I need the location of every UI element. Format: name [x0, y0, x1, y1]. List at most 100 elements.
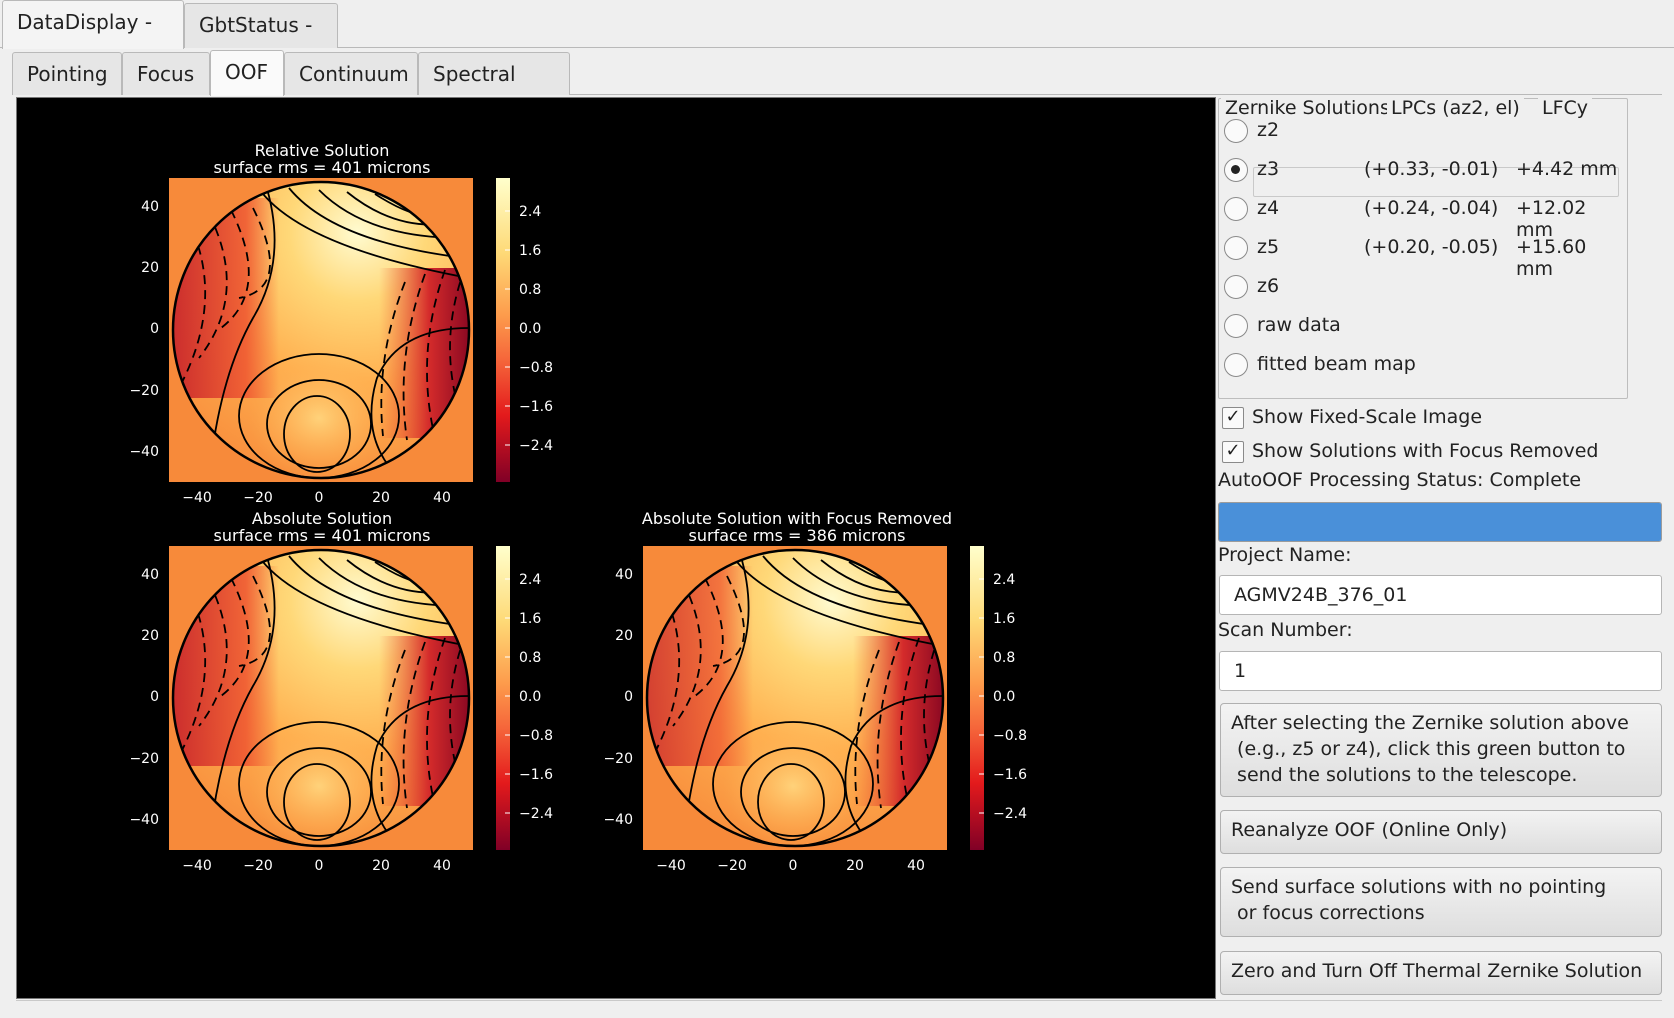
zernike-radio-fitted-beam-map[interactable] [1224, 353, 1248, 377]
zernike-radio-z6[interactable] [1224, 275, 1248, 299]
zernike-lpc-z5: (+0.20, -0.05) [1364, 236, 1499, 258]
focus-removed-y-tick: 0 [624, 689, 633, 705]
zernike-radio-raw-data[interactable] [1224, 314, 1248, 338]
relative-contour [288, 187, 466, 259]
autooof-progress-bar [1218, 502, 1662, 542]
absolute-x-tick: −40 [182, 858, 212, 874]
zernike-radio-z2[interactable] [1224, 119, 1248, 143]
tab-continuum[interactable]: Continuum [284, 52, 418, 95]
zernike-radio-z3[interactable] [1224, 158, 1248, 182]
zero-thermal-button[interactable]: Zero and Turn Off Thermal Zernike Soluti… [1220, 951, 1662, 995]
lfc-header: LFCy [1538, 97, 1593, 119]
focus-removed-colorbar-tick: −0.8 [993, 728, 1027, 744]
absolute-x-tick: −20 [243, 858, 273, 874]
relative-x-tick: −20 [243, 490, 273, 506]
relative-y-tick: 40 [141, 199, 159, 215]
zernike-radio-z5[interactable] [1224, 236, 1248, 260]
absolute-contour [288, 555, 466, 627]
absolute-colorbar-tick: −2.4 [519, 806, 553, 822]
tab-pointing[interactable]: Pointing [12, 52, 122, 95]
absolute-colorbar [496, 546, 510, 850]
relative-colorbar-tick: −0.8 [519, 360, 553, 376]
focus-removed-colorbar-tick: −2.4 [993, 806, 1027, 822]
sub-tab-bar: Pointing Focus OOF Continuum Spectral Li… [12, 50, 1662, 128]
absolute-y-tick: −20 [129, 751, 159, 767]
zernike-label-raw-data: raw data [1257, 314, 1341, 336]
relative-colorbar-tick: 1.6 [519, 243, 541, 259]
autooof-progress-fill [1219, 503, 1661, 541]
absolute-colorbar-tick: −1.6 [519, 767, 553, 783]
focus-removed-heatmap-disc [647, 550, 943, 846]
zernike-lpc-z3: (+0.33, -0.01) [1364, 158, 1499, 180]
focus-removed-disc-outline [645, 548, 945, 848]
focus-removed-x-tick: −40 [656, 858, 686, 874]
absolute-colorbar-tick: 2.4 [519, 572, 541, 588]
fixed-scale-label: Show Fixed-Scale Image [1252, 406, 1483, 428]
zernike-lfc-z5: +15.60 mm [1516, 236, 1587, 280]
absolute-colorbar-tick: −0.8 [519, 728, 553, 744]
focus-removed-contour [730, 553, 943, 647]
absolute-x-tick: 20 [372, 858, 390, 874]
absolute-contour [256, 553, 469, 647]
project-name-label: Project Name: [1218, 544, 1352, 566]
send-solutions-line3: send the solutions to the telescope. [1231, 764, 1578, 786]
relative-y-tick: −20 [129, 383, 159, 399]
send-surface-button[interactable]: Send surface solutions with no pointing … [1220, 867, 1662, 937]
absolute-colorbar-tick: 0.8 [519, 650, 541, 666]
oof-plot-area: 40 20 0 −20 −40 −40 −20 0 20 40 2.4 1.6 0.8 0.0 −0.8 −1… [16, 97, 1216, 999]
zernike-label-z5: z5 [1257, 236, 1280, 258]
zernike-radio-z4[interactable] [1224, 197, 1248, 221]
absolute-title: Absolute Solution surface rms = 401 micr… [167, 510, 477, 544]
focus-removed-x-tick: 20 [846, 858, 864, 874]
absolute-colorbar-tick: 0.0 [519, 689, 541, 705]
tab-datadisplay[interactable]: DataDisplay - 1 [2, 0, 184, 76]
focus-removed-label: Show Solutions with Focus Removed [1252, 440, 1599, 462]
status-bar [16, 1000, 1662, 1018]
focus-removed-x-tick: −20 [717, 858, 747, 874]
tab-oof[interactable]: OOF [210, 50, 284, 96]
tab-focus[interactable]: Focus [122, 52, 210, 95]
absolute-panel: 40 20 0 −20 −40 −40 −20 0 20 40 2.4 1.6 0.8 0.0 −0.8 −1… [129, 546, 553, 874]
tab-gbtstatus[interactable]: GbtStatus - 1 [184, 3, 338, 79]
focus-removed-y-tick: 20 [615, 628, 633, 644]
fixed-scale-checkbox[interactable]: ✓ [1222, 407, 1244, 429]
relative-colorbar-tick: −2.4 [519, 438, 553, 454]
focus-removed-title-line1: Absolute Solution with Focus Removed [641, 509, 953, 528]
absolute-y-tick: −40 [129, 812, 159, 828]
scan-number-field[interactable]: 1 [1219, 651, 1662, 691]
focus-removed-colorbar-tick: 0.8 [993, 650, 1015, 666]
relative-y-tick: −40 [129, 444, 159, 460]
project-name-field[interactable]: AGMV24B_376_01 [1219, 575, 1662, 615]
relative-y-tick: 20 [141, 260, 159, 276]
send-surface-line1: Send surface solutions with no pointing [1231, 876, 1607, 898]
reanalyze-oof-button[interactable]: Reanalyze OOF (Online Only) [1220, 810, 1662, 854]
focus-removed-x-tick: 40 [907, 858, 925, 874]
absolute-y-tick: 0 [150, 689, 159, 705]
focus-removed-colorbar-tick: 2.4 [993, 572, 1015, 588]
oof-plot-canvas: 40 20 0 −20 −40 −40 −20 0 20 40 2.4 1.6 0.8 0.0 −0.8 −1… [129, 178, 1027, 874]
focus-removed-colorbar-tick: 1.6 [993, 611, 1015, 627]
relative-colorbar-tick: 0.0 [519, 321, 541, 337]
zernike-label-z6: z6 [1257, 275, 1280, 297]
relative-colorbar-tick: 2.4 [519, 204, 541, 220]
zernike-lfc-z4: +12.02 mm [1516, 197, 1587, 241]
absolute-heatmap-disc [173, 550, 469, 846]
relative-x-tick: 0 [315, 490, 324, 506]
absolute-x-tick: 0 [315, 858, 324, 874]
absolute-title-line1: Absolute Solution [251, 509, 393, 528]
zernike-lpc-z4: (+0.24, -0.04) [1364, 197, 1499, 219]
absolute-title-line2: surface rms = 401 microns [213, 526, 431, 545]
relative-colorbar-tick: 0.8 [519, 282, 541, 298]
send-solutions-button[interactable]: After selecting the Zernike solution abo… [1220, 703, 1662, 797]
relative-y-tick: 0 [150, 321, 159, 337]
lpc-header: LPCs (az2, el) [1387, 97, 1524, 119]
relative-contour [256, 185, 469, 279]
focus-removed-checkbox[interactable]: ✓ [1222, 441, 1244, 463]
relative-title-line2: surface rms = 401 microns [213, 158, 431, 177]
focus-removed-y-tick: −40 [603, 812, 633, 828]
zernike-label-fitted-beam-map: fitted beam map [1257, 353, 1416, 375]
scan-number-label: Scan Number: [1218, 619, 1353, 641]
tab-spectral-line[interactable]: Spectral Line [418, 52, 570, 128]
relative-colorbar-tick: −1.6 [519, 399, 553, 415]
send-solutions-line2: (e.g., z5 or z4), click this green butto… [1231, 738, 1626, 760]
